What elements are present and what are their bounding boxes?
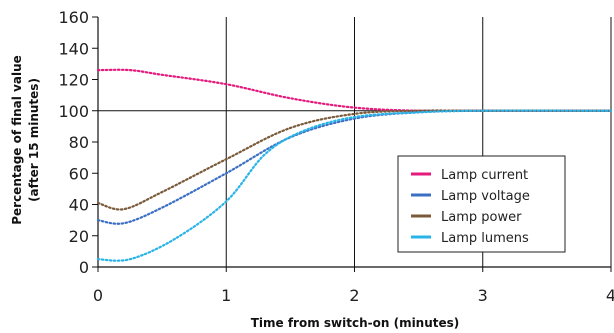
legend-label-lamp-voltage: Lamp voltage (441, 189, 530, 204)
y-tick-label-60: 60 (69, 164, 89, 183)
y-tick-label-160: 160 (58, 8, 89, 27)
series-lines (96, 68, 613, 262)
y-tick-label-100: 100 (58, 102, 89, 121)
y-tick-label-120: 120 (58, 71, 89, 90)
y-axis-title-line-2: (after 15 minutes) (27, 78, 41, 202)
series-line-lamp-lumens (96, 109, 613, 262)
y-tick-label-0: 0 (79, 258, 89, 277)
y-tick-label-140: 140 (58, 39, 89, 58)
x-tick-label-1: 1 (221, 286, 231, 305)
legend-label-lamp-power: Lamp power (441, 210, 522, 225)
x-tick-label-2: 2 (349, 286, 359, 305)
y-tick-label-80: 80 (69, 133, 89, 152)
legend: Lamp current Lamp voltage Lamp power Lamp l… (397, 155, 566, 253)
tick-labels: 0 20 40 60 80 100 120 140 160 0 1 2 3 4 (58, 8, 614, 305)
y-tick-label-20: 20 (69, 227, 89, 246)
x-tick-label-3: 3 (478, 286, 488, 305)
y-axis-title-line-1: Percentage of final value (10, 55, 24, 225)
legend-label-lamp-current: Lamp current (441, 168, 528, 183)
x-tick-label-4: 4 (606, 286, 614, 305)
x-axis-title: Time from switch-on (minutes) (251, 316, 460, 330)
legend-label-lamp-lumens: Lamp lumens (441, 231, 529, 246)
y-tick-label-40: 40 (69, 196, 89, 215)
chart-axes (92, 16, 612, 272)
x-tick-label-0: 0 (93, 286, 103, 305)
